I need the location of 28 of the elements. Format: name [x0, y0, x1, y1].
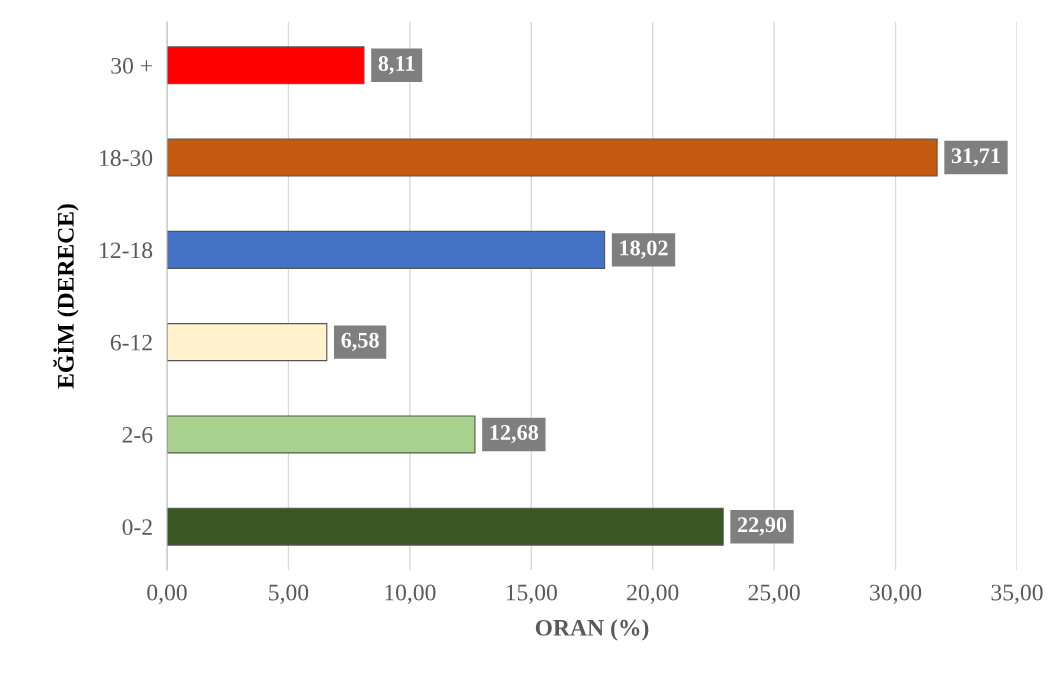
y-tick-label: 12-18 [100, 242, 153, 259]
bar [167, 46, 365, 85]
bar [167, 507, 724, 546]
y-tick-label: 0-2 [122, 519, 152, 536]
x-tick-label: 0,00 [147, 584, 187, 604]
data-label: 12,68 [490, 424, 539, 444]
x-axis-title: ORAN (%) [535, 619, 649, 641]
y-tick-label: 18-30 [100, 150, 153, 167]
bar [167, 138, 938, 177]
x-tick-label: 30,00 [870, 584, 922, 604]
y-tick-label: 2-6 [122, 426, 153, 443]
x-tick-label: 15,00 [506, 584, 557, 604]
data-label: 8,11 [378, 55, 415, 75]
y-tick-label: 30 + [111, 57, 152, 74]
x-tick-label: 25,00 [748, 584, 800, 604]
y-axis-title: EĞİM (DERECE) [53, 204, 79, 389]
bar [167, 230, 606, 269]
x-tick-label: 5,00 [269, 584, 309, 604]
data-label: 31,71 [951, 148, 1000, 167]
y-tick-label: 6-12 [110, 334, 152, 351]
data-label: 6,58 [341, 332, 379, 351]
x-tick-label: 10,00 [385, 584, 436, 604]
x-tick-label: 35,00 [991, 584, 1043, 604]
bar [167, 323, 328, 362]
data-label: 18,02 [620, 240, 668, 259]
x-tick-label: 20,00 [627, 584, 679, 604]
data-label: 22,90 [737, 517, 787, 536]
bar [167, 415, 476, 454]
